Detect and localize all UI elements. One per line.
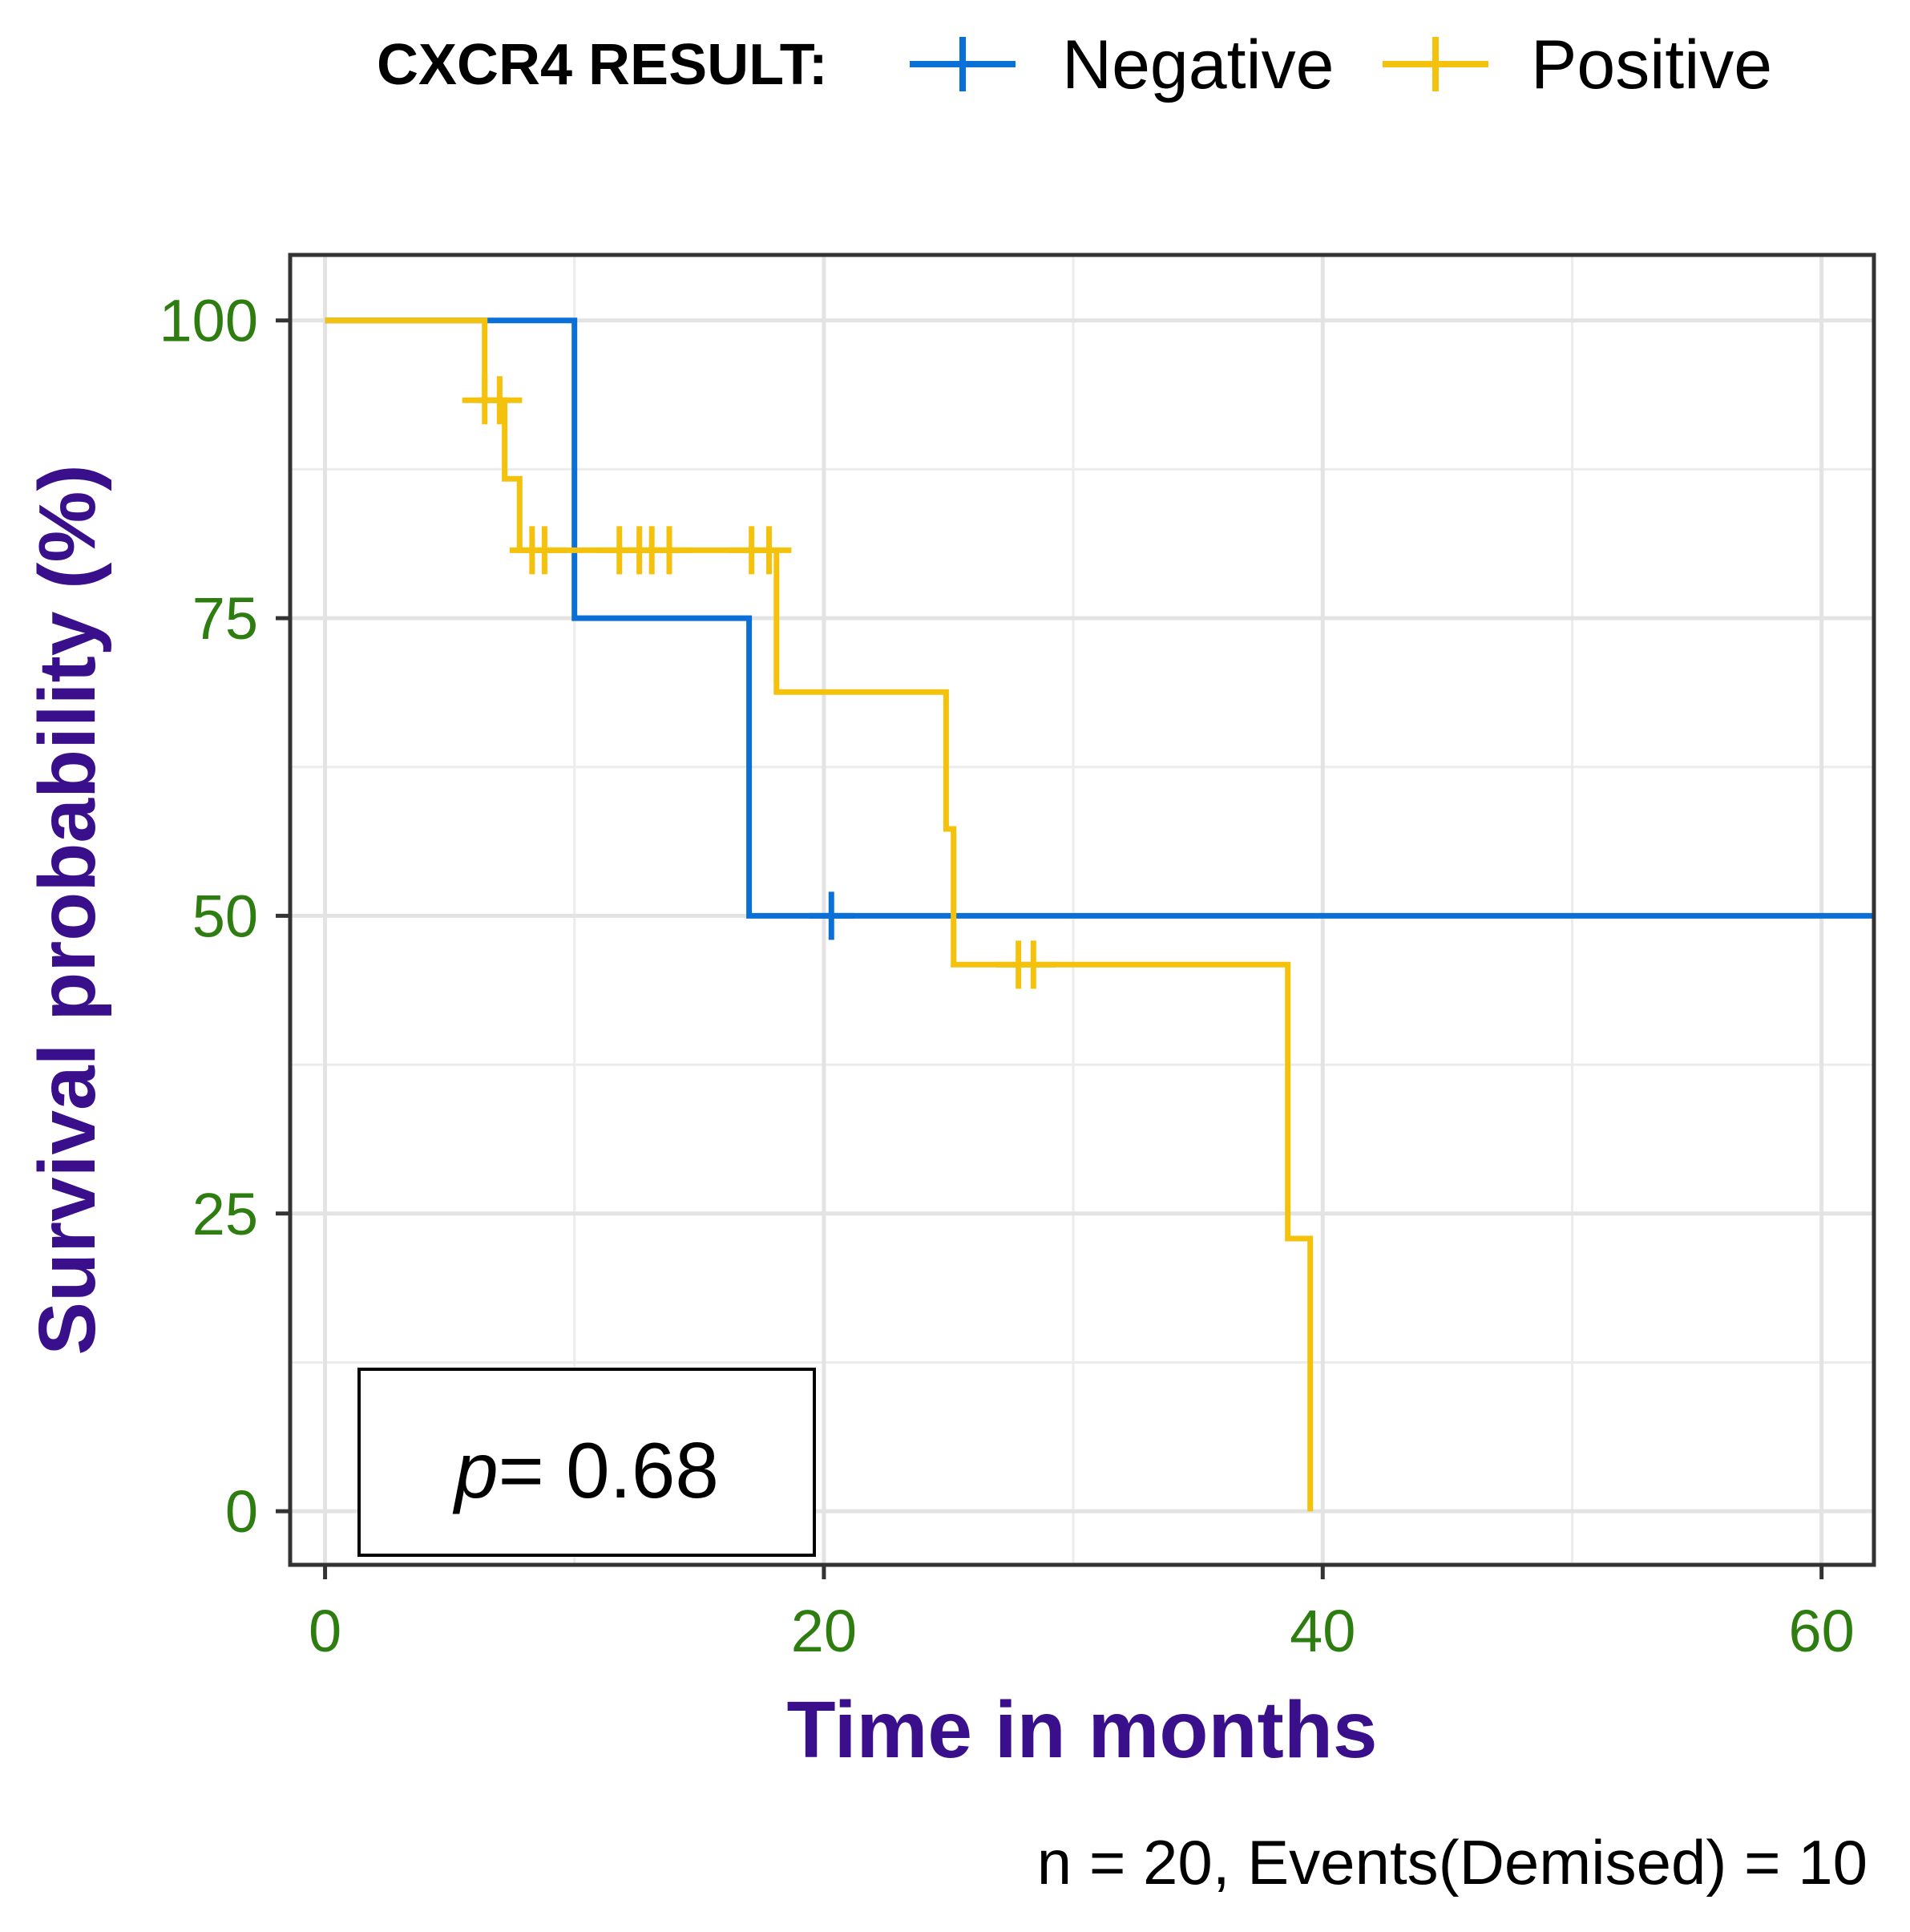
censor-mark-negative xyxy=(809,891,854,940)
x-tick-label: 40 xyxy=(1290,1598,1355,1664)
series-negative xyxy=(325,317,1874,940)
plot-border xyxy=(288,253,1876,1567)
p-value-box: p= 0.68 xyxy=(357,1368,816,1557)
censor-mark-positive xyxy=(477,376,523,425)
p-value-text: p= 0.68 xyxy=(452,1426,719,1514)
legend-label-positive: Positive xyxy=(1531,26,1772,103)
grid xyxy=(290,255,1874,1565)
y-tick-label: 75 xyxy=(192,585,258,652)
legend-key-positive xyxy=(1383,37,1488,91)
y-tick-label: 100 xyxy=(160,288,258,354)
censor-mark-positive xyxy=(1011,940,1056,989)
series-line-negative xyxy=(325,317,1874,919)
censor-mark-positive xyxy=(522,526,567,575)
y-axis-title: Survival probability (%) xyxy=(22,464,112,1355)
x-tick-label: 60 xyxy=(1788,1598,1854,1664)
legend-key-negative xyxy=(910,37,1016,91)
annotations: p= 0.68 n = 20, Events(Demised) = 10 xyxy=(357,1368,1868,1898)
caption: n = 20, Events(Demised) = 10 xyxy=(1037,1827,1868,1898)
legend-title: CXCR4 RESULT: xyxy=(377,33,828,97)
p-symbol: p xyxy=(452,1426,499,1514)
series-positive xyxy=(325,317,1314,1512)
y-tick-label: 50 xyxy=(192,883,258,949)
legend-item-positive: Positive xyxy=(1383,26,1772,103)
legend-label-negative: Negative xyxy=(1062,26,1334,103)
x-axis-title: Time in months xyxy=(786,1685,1377,1775)
plot-panel xyxy=(290,255,1874,1565)
legend: CXCR4 RESULT: Negative Positive xyxy=(377,26,1772,103)
y-tick-label: 25 xyxy=(192,1181,258,1247)
legend-item-negative: Negative xyxy=(910,26,1334,103)
series-layer xyxy=(325,317,1874,1512)
x-tick-label: 0 xyxy=(309,1598,341,1664)
y-tick-label: 0 xyxy=(225,1478,258,1545)
p-value: = 0.68 xyxy=(499,1426,719,1514)
x-tick-label: 20 xyxy=(791,1598,857,1664)
p-value-frame xyxy=(357,1368,816,1557)
axes: 0 20 40 60 0 25 50 75 100 Time in months Survival … xyxy=(22,253,1876,1775)
censor-mark-positive xyxy=(746,526,792,575)
censor-mark-positive xyxy=(646,526,692,575)
